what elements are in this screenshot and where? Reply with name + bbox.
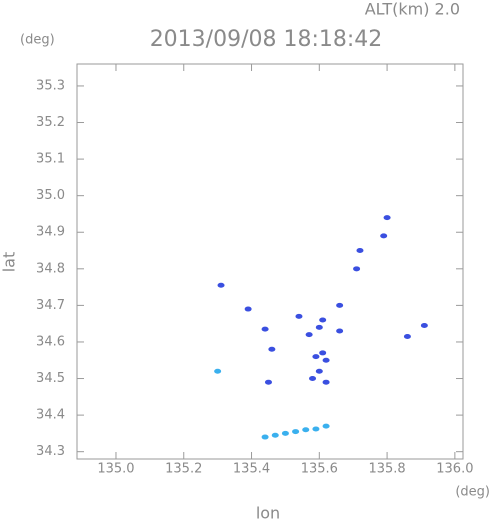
echo-point bbox=[322, 423, 330, 429]
y-axis-label: lat bbox=[0, 252, 19, 273]
echo-point bbox=[353, 266, 361, 272]
echo-point bbox=[281, 430, 289, 436]
x-tick-label: 135.0 bbox=[97, 462, 134, 477]
echo-point bbox=[322, 357, 330, 363]
x-tick-label: 136.0 bbox=[436, 462, 473, 477]
y-tick-label: 34.5 bbox=[36, 371, 65, 386]
echo-point bbox=[322, 379, 330, 385]
y-tick-label: 35.0 bbox=[36, 188, 65, 203]
y-tick-label: 35.1 bbox=[36, 152, 65, 167]
echo-point bbox=[214, 368, 222, 374]
x-tick-label: 135.6 bbox=[301, 462, 338, 477]
x-tick-label: 135.4 bbox=[233, 462, 270, 477]
x-tick-label: 135.8 bbox=[368, 462, 405, 477]
echo-point bbox=[268, 346, 276, 352]
x-tick-label: 135.2 bbox=[165, 462, 202, 477]
echo-point bbox=[292, 429, 300, 435]
echo-point bbox=[319, 350, 327, 356]
echo-point bbox=[305, 332, 313, 338]
echo-point bbox=[356, 248, 364, 254]
echo-point bbox=[380, 233, 388, 239]
echo-point bbox=[217, 282, 225, 288]
y-tick-label: 34.3 bbox=[36, 444, 65, 459]
echo-point bbox=[319, 317, 327, 323]
y-unit: (deg) bbox=[20, 33, 55, 48]
x-axis-label: lon bbox=[256, 504, 280, 521]
y-tick-label: 34.4 bbox=[36, 408, 65, 423]
altitude-label: ALT(km) 2.0 bbox=[365, 0, 460, 19]
y-tick-label: 34.8 bbox=[36, 261, 65, 276]
y-tick-label: 34.6 bbox=[36, 334, 65, 349]
echo-point bbox=[312, 426, 320, 432]
echo-point bbox=[336, 302, 344, 308]
echo-point bbox=[312, 354, 320, 360]
y-tick-label: 35.3 bbox=[36, 78, 65, 93]
plot-frame bbox=[76, 63, 464, 460]
echo-point bbox=[315, 324, 323, 330]
y-tick-label: 35.2 bbox=[36, 115, 65, 130]
echo-point bbox=[261, 326, 269, 332]
echo-point bbox=[302, 427, 310, 433]
echo-point bbox=[315, 368, 323, 374]
echo-point bbox=[336, 328, 344, 334]
echo-point bbox=[403, 333, 411, 339]
y-tick-label: 34.7 bbox=[36, 298, 65, 313]
chart-title: 2013/09/08 18:18:42 bbox=[150, 27, 383, 52]
echo-point bbox=[244, 306, 252, 312]
x-unit: (deg) bbox=[455, 485, 490, 500]
echo-point bbox=[295, 313, 303, 319]
echo-point bbox=[271, 432, 279, 438]
echo-point bbox=[309, 376, 317, 382]
echo-point bbox=[420, 323, 428, 329]
echo-point bbox=[261, 434, 269, 440]
y-tick-label: 34.9 bbox=[36, 225, 65, 240]
echo-point bbox=[264, 379, 272, 385]
echo-point bbox=[383, 215, 391, 221]
